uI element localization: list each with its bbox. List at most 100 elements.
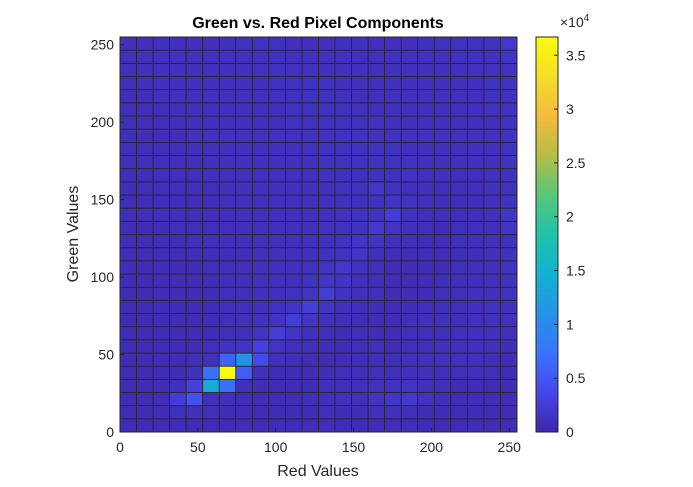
heatmap-cell	[268, 326, 286, 341]
heatmap-cell	[318, 286, 336, 301]
heatmap-cell	[318, 76, 336, 91]
heatmap-cell	[500, 405, 518, 420]
heatmap-cell	[301, 207, 319, 222]
heatmap-cell	[218, 141, 237, 156]
heatmap-cell	[152, 89, 171, 104]
heatmap-cell	[318, 365, 336, 380]
heatmap-cell	[500, 273, 518, 288]
heatmap-cell	[417, 207, 435, 222]
heatmap-cell	[351, 286, 369, 301]
heatmap-cell	[384, 247, 402, 262]
heatmap-cell	[466, 418, 485, 433]
heatmap-cell	[251, 89, 270, 104]
heatmap-cell	[251, 378, 270, 393]
colorbar-ticks: 0 0.5 1 1.5 2 2.5 3 3.5	[554, 47, 586, 440]
heatmap-cell	[152, 405, 171, 420]
heatmap-cell	[251, 181, 270, 196]
heatmap-cell	[202, 89, 220, 104]
heatmap-cell	[318, 128, 336, 143]
heatmap-cell	[268, 286, 286, 301]
heatmap-cell	[218, 339, 237, 354]
heatmap-cell	[202, 36, 220, 51]
heatmap-cell	[136, 234, 154, 249]
heatmap-cell	[450, 365, 468, 380]
heatmap-cell	[400, 62, 419, 77]
heatmap-cell	[367, 260, 386, 275]
heatmap-cell	[318, 247, 336, 262]
heatmap-cell	[202, 365, 220, 380]
heatmap-cell	[367, 326, 386, 341]
heatmap-cell	[367, 392, 386, 407]
heatmap-cell	[384, 234, 402, 249]
heatmap-cell	[417, 273, 435, 288]
heatmap-cell	[202, 115, 220, 130]
heatmap-cell	[169, 168, 187, 183]
heatmap-cell	[450, 49, 468, 64]
heatmap-cell	[400, 392, 419, 407]
heatmap-cell	[185, 234, 204, 249]
heatmap-cell	[351, 207, 369, 222]
heatmap-cell	[202, 352, 220, 367]
heatmap-cell	[351, 102, 369, 117]
heatmap-cell	[318, 352, 336, 367]
heatmap-cell	[152, 392, 171, 407]
heatmap-cell	[417, 128, 435, 143]
heatmap-cell	[136, 181, 154, 196]
heatmap-cell	[450, 194, 468, 209]
heatmap-cell	[367, 76, 386, 91]
heatmap-cell	[119, 181, 137, 196]
heatmap-cell	[500, 326, 518, 341]
heatmap-cell	[169, 286, 187, 301]
heatmap-cell	[169, 418, 187, 433]
heatmap-cell	[417, 102, 435, 117]
heatmap-cell	[169, 128, 187, 143]
heatmap-cell	[400, 326, 419, 341]
heatmap-cell	[466, 392, 485, 407]
heatmap-cell	[152, 141, 171, 156]
heatmap-cell	[417, 313, 435, 328]
heatmap-cell	[185, 378, 204, 393]
heatmap-cell	[318, 49, 336, 64]
heatmap-cell	[318, 194, 336, 209]
heatmap-cell	[218, 313, 237, 328]
heatmap-cell	[367, 89, 386, 104]
heatmap-cell	[136, 339, 154, 354]
heatmap-cell	[301, 181, 319, 196]
heatmap-cell	[301, 234, 319, 249]
x-tick-label: 200	[420, 439, 444, 455]
heatmap-cell	[483, 326, 501, 341]
heatmap-cell	[152, 313, 171, 328]
heatmap-cell	[285, 220, 303, 235]
heatmap-cell	[318, 181, 336, 196]
heatmap-cell	[466, 128, 485, 143]
heatmap-cell	[483, 89, 501, 104]
heatmap-cell	[202, 339, 220, 354]
heatmap-cell	[466, 155, 485, 170]
colorbar-tick-label: 0.5	[566, 370, 586, 386]
heatmap-cell	[285, 76, 303, 91]
heatmap-cell	[268, 128, 286, 143]
heatmap-cell	[202, 168, 220, 183]
heatmap-cell	[169, 299, 187, 314]
heatmap-cell	[318, 102, 336, 117]
heatmap-cell	[433, 418, 452, 433]
heatmap-cell	[318, 273, 336, 288]
heatmap-cell	[483, 102, 501, 117]
heatmap-cell	[334, 36, 352, 51]
heatmap-cell	[285, 194, 303, 209]
heatmap-cell	[450, 405, 468, 420]
heatmap-cell	[251, 247, 270, 262]
heatmap-cell	[169, 247, 187, 262]
heatmap-cell	[367, 155, 386, 170]
heatmap-cell	[202, 378, 220, 393]
colorbar-tick-label: 3	[566, 101, 574, 117]
heatmap-cell	[251, 234, 270, 249]
heatmap-cell	[334, 313, 352, 328]
heatmap-cell	[318, 36, 336, 51]
heatmap-cell	[285, 102, 303, 117]
heatmap-cell	[169, 49, 187, 64]
heatmap-cell	[152, 378, 171, 393]
heatmap-cell	[433, 234, 452, 249]
heatmap-cell	[400, 352, 419, 367]
heatmap-cell	[417, 36, 435, 51]
